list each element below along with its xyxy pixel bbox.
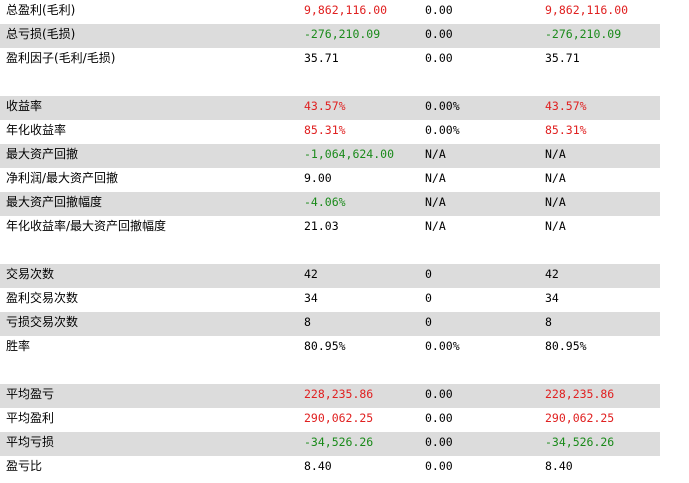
value-all-trades: 35.71 bbox=[304, 51, 339, 65]
metric-label: 平均盈亏 bbox=[6, 387, 55, 401]
value-column-2: 0.00 bbox=[425, 51, 453, 65]
value-column-2: 0 bbox=[425, 315, 432, 329]
value-column-2: N/A bbox=[425, 147, 446, 161]
value-column-2: 0.00% bbox=[425, 99, 460, 113]
table-row: 盈利交易次数 34 0 34 bbox=[0, 288, 660, 312]
metric-label: 年化收益率 bbox=[6, 123, 67, 137]
table-row: 平均亏损 -34,526.26 0.00 -34,526.26 bbox=[0, 432, 660, 456]
value-column-2: 0.00 bbox=[425, 459, 453, 473]
value-column-3: 34 bbox=[545, 291, 559, 305]
value-all-trades: 8.40 bbox=[304, 459, 332, 473]
value-column-3: 9,862,116.00 bbox=[545, 3, 629, 17]
value-column-2: N/A bbox=[425, 171, 446, 185]
table-row: 交易次数 42 0 42 bbox=[0, 264, 660, 288]
value-column-2: 0 bbox=[425, 291, 432, 305]
value-all-trades: 9.00 bbox=[304, 171, 332, 185]
value-column-2: 0.00 bbox=[425, 435, 453, 449]
value-all-trades: 43.57% bbox=[304, 99, 346, 113]
value-column-3: N/A bbox=[545, 195, 566, 209]
metric-label: 盈亏比 bbox=[6, 459, 43, 473]
table-row: 盈利因子(毛利/毛损) 35.71 0.00 35.71 bbox=[0, 48, 660, 72]
value-column-3: -276,210.09 bbox=[545, 27, 622, 41]
value-column-3: 85.31% bbox=[545, 123, 587, 137]
metric-label: 年化收益率/最大资产回撤幅度 bbox=[6, 219, 167, 233]
metric-label: 总盈利(毛利) bbox=[6, 3, 76, 17]
table-row: 最大资产回撤 -1,064,624.00 N/A N/A bbox=[0, 144, 660, 168]
metric-label: 胜率 bbox=[6, 339, 31, 353]
table-row: 胜率 80.95% 0.00% 80.95% bbox=[0, 336, 660, 360]
value-all-trades: -4.06% bbox=[304, 195, 346, 209]
table-row: 净利润/最大资产回撤 9.00 N/A N/A bbox=[0, 168, 660, 192]
value-column-2: N/A bbox=[425, 195, 446, 209]
value-all-trades: 8 bbox=[304, 315, 311, 329]
value-column-3: 8.40 bbox=[545, 459, 573, 473]
value-column-3: 228,235.86 bbox=[545, 387, 615, 401]
value-column-3: N/A bbox=[545, 171, 566, 185]
value-column-3: 290,062.25 bbox=[545, 411, 615, 425]
value-all-trades: 290,062.25 bbox=[304, 411, 374, 425]
value-column-2: 0.00 bbox=[425, 411, 453, 425]
value-all-trades: 85.31% bbox=[304, 123, 346, 137]
value-column-3: -34,526.26 bbox=[545, 435, 615, 449]
table-row: 最大资产回撤幅度 -4.06% N/A N/A bbox=[0, 192, 660, 216]
value-all-trades: -34,526.26 bbox=[304, 435, 374, 449]
table-row: 年化收益率 85.31% 0.00% 85.31% bbox=[0, 120, 660, 144]
value-all-trades: -1,064,624.00 bbox=[304, 147, 395, 161]
spacer-row bbox=[0, 72, 660, 96]
value-column-2: 0.00% bbox=[425, 123, 460, 137]
value-column-2: 0.00% bbox=[425, 339, 460, 353]
value-all-trades: -276,210.09 bbox=[304, 27, 381, 41]
metric-label: 最大资产回撤幅度 bbox=[6, 195, 103, 209]
value-column-2: 0 bbox=[425, 267, 432, 281]
metric-label: 交易次数 bbox=[6, 267, 55, 281]
metric-label: 盈利交易次数 bbox=[6, 291, 79, 305]
table-row: 亏损交易次数 8 0 8 bbox=[0, 312, 660, 336]
table-row: 总亏损(毛损) -276,210.09 0.00 -276,210.09 bbox=[0, 24, 660, 48]
value-all-trades: 21.03 bbox=[304, 219, 339, 233]
table-row: 收益率 43.57% 0.00% 43.57% bbox=[0, 96, 660, 120]
metric-label: 亏损交易次数 bbox=[6, 315, 79, 329]
value-column-3: 43.57% bbox=[545, 99, 587, 113]
metric-label: 平均盈利 bbox=[6, 411, 55, 425]
value-all-trades: 42 bbox=[304, 267, 318, 281]
value-column-3: 35.71 bbox=[545, 51, 580, 65]
value-column-2: N/A bbox=[425, 219, 446, 233]
value-column-2: 0.00 bbox=[425, 387, 453, 401]
spacer-row bbox=[0, 240, 660, 264]
spacer-row bbox=[0, 360, 660, 384]
metric-label: 最大资产回撤 bbox=[6, 147, 79, 161]
value-all-trades: 228,235.86 bbox=[304, 387, 374, 401]
table-row: 总盈利(毛利) 9,862,116.00 0.00 9,862,116.00 bbox=[0, 0, 660, 24]
value-column-3: 80.95% bbox=[545, 339, 587, 353]
metric-label: 净利润/最大资产回撤 bbox=[6, 171, 119, 185]
metric-label: 平均亏损 bbox=[6, 435, 55, 449]
metric-label: 总亏损(毛损) bbox=[6, 27, 76, 41]
performance-report-table: 总盈利(毛利) 9,862,116.00 0.00 9,862,116.00 总亏损(毛… bbox=[0, 0, 660, 480]
table-row: 平均盈亏 228,235.86 0.00 228,235.86 bbox=[0, 384, 660, 408]
value-column-3: 8 bbox=[545, 315, 552, 329]
metric-label: 收益率 bbox=[6, 99, 43, 113]
metric-label: 盈利因子(毛利/毛损) bbox=[6, 51, 116, 65]
value-all-trades: 80.95% bbox=[304, 339, 346, 353]
value-all-trades: 9,862,116.00 bbox=[304, 3, 388, 17]
value-column-3: 42 bbox=[545, 267, 559, 281]
value-column-2: 0.00 bbox=[425, 27, 453, 41]
value-column-2: 0.00 bbox=[425, 3, 453, 17]
value-column-3: N/A bbox=[545, 147, 566, 161]
value-column-3: N/A bbox=[545, 219, 566, 233]
table-row: 年化收益率/最大资产回撤幅度 21.03 N/A N/A bbox=[0, 216, 660, 240]
value-all-trades: 34 bbox=[304, 291, 318, 305]
table-row: 平均盈利 290,062.25 0.00 290,062.25 bbox=[0, 408, 660, 432]
table-row: 盈亏比 8.40 0.00 8.40 bbox=[0, 456, 660, 480]
